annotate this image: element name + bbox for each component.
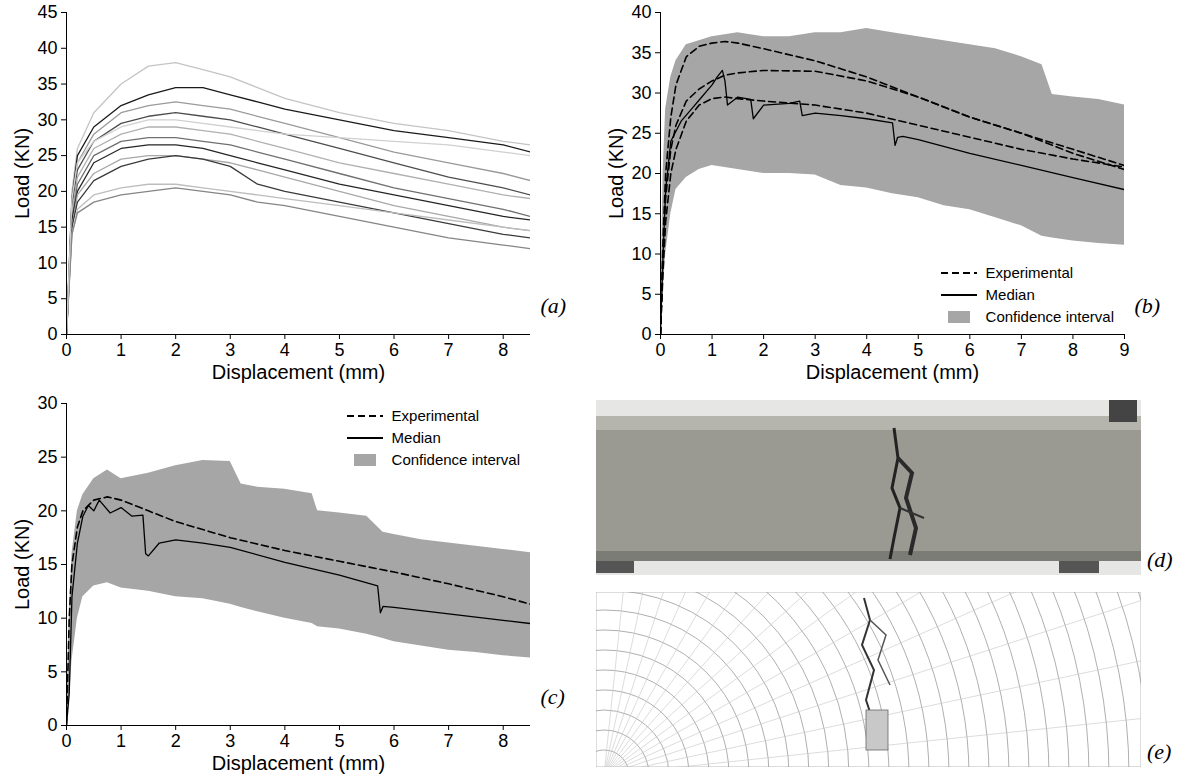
svg-text:Displacement (mm): Displacement (mm) [806,361,979,383]
svg-text:10: 10 [37,253,57,273]
svg-text:Load (KN): Load (KN) [605,128,627,219]
svg-text:30: 30 [631,83,651,103]
svg-text:40: 40 [631,2,651,22]
svg-text:15: 15 [631,204,651,224]
html-text:Median: Median [985,286,1035,303]
svg-text:0: 0 [47,715,57,735]
svg-text:5: 5 [47,288,57,308]
svg-text:6: 6 [389,731,399,751]
svg-text:5: 5 [334,340,344,360]
svg-text:5: 5 [334,731,344,751]
svg-text:3: 3 [225,340,235,360]
svg-text:25: 25 [631,123,651,143]
svg-text:9: 9 [1119,340,1129,360]
svg-text:Displacement (mm): Displacement (mm) [212,361,385,383]
svg-text:7: 7 [444,340,454,360]
svg-text:1: 1 [707,340,717,360]
svg-text:2: 2 [171,340,181,360]
svg-text:0: 0 [61,731,71,751]
svg-text:30: 30 [37,393,57,413]
html-text:Median: Median [391,429,441,446]
svg-text:8: 8 [498,340,508,360]
html-text:Experimental: Experimental [985,264,1074,281]
svg-text:4: 4 [280,340,290,360]
svg-text:30: 30 [37,110,57,130]
svg-text:(d): (d) [1147,547,1173,572]
svg-text:5: 5 [641,284,651,304]
svg-text:6: 6 [965,340,975,360]
svg-text:35: 35 [37,74,57,94]
svg-text:4: 4 [862,340,872,360]
svg-text:40: 40 [37,38,57,58]
svg-text:8: 8 [498,731,508,751]
svg-text:15: 15 [37,554,57,574]
html-text:Experimental: Experimental [391,407,480,424]
svg-text:1: 1 [116,340,126,360]
svg-text:4: 4 [280,731,290,751]
svg-text:0: 0 [641,324,651,344]
svg-text:Displacement (mm): Displacement (mm) [212,752,385,774]
svg-text:7: 7 [1016,340,1026,360]
svg-text:6: 6 [389,340,399,360]
svg-text:3: 3 [225,731,235,751]
svg-text:7: 7 [444,731,454,751]
svg-text:5: 5 [913,340,923,360]
svg-text:0: 0 [61,340,71,360]
svg-text:8: 8 [1068,340,1078,360]
svg-text:Load (KN): Load (KN) [11,128,33,219]
svg-text:15: 15 [37,217,57,237]
svg-text:(e): (e) [1147,739,1171,764]
svg-text:1: 1 [116,731,126,751]
html-text:Confidence interval: Confidence interval [391,451,520,468]
svg-text:25: 25 [37,447,57,467]
svg-text:5: 5 [47,662,57,682]
svg-text:(c): (c) [541,684,565,709]
svg-text:(a): (a) [541,293,567,318]
svg-text:45: 45 [37,2,57,22]
svg-text:20: 20 [37,501,57,521]
svg-text:20: 20 [37,181,57,201]
svg-text:35: 35 [631,43,651,63]
svg-text:25: 25 [37,145,57,165]
svg-text:10: 10 [631,244,651,264]
html-text:Confidence interval: Confidence interval [985,308,1114,325]
svg-text:2: 2 [759,340,769,360]
svg-text:0: 0 [47,324,57,344]
svg-text:(b): (b) [1135,293,1161,318]
svg-text:3: 3 [810,340,820,360]
svg-text:2: 2 [171,731,181,751]
svg-text:Load (KN): Load (KN) [11,519,33,610]
svg-text:20: 20 [631,163,651,183]
svg-text:10: 10 [37,608,57,628]
svg-text:0: 0 [655,340,665,360]
